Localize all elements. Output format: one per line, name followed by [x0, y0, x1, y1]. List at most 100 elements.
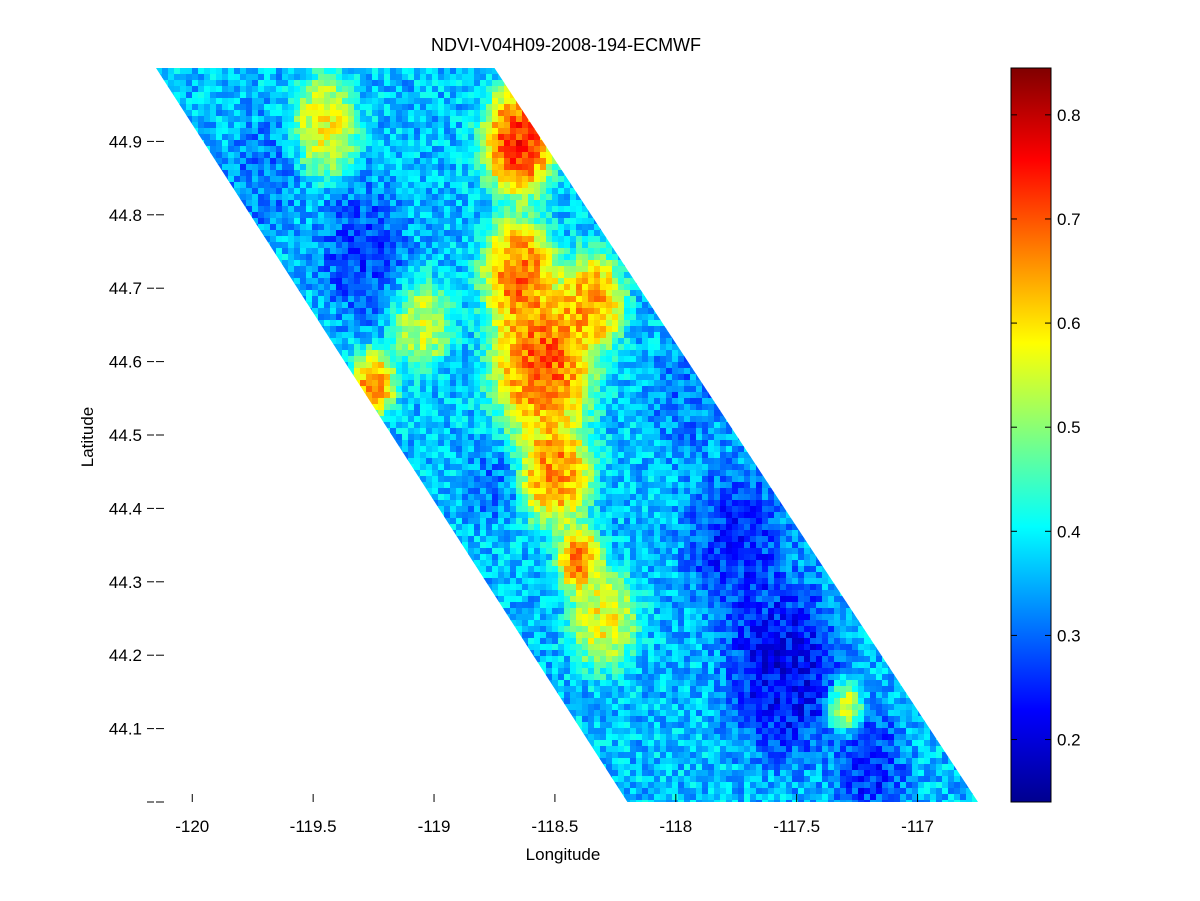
heatmap-cell: [240, 134, 247, 141]
heatmap-cell: [402, 206, 409, 213]
heatmap-cell: [498, 92, 505, 99]
heatmap-cell: [510, 188, 517, 195]
heatmap-cell: [360, 164, 367, 171]
heatmap-cell: [516, 236, 523, 243]
heatmap-cell: [432, 206, 439, 213]
heatmap-cell: [480, 206, 487, 213]
heatmap-cell: [564, 242, 571, 249]
heatmap-cell: [414, 146, 421, 153]
heatmap-cell: [354, 224, 361, 231]
heatmap-cell: [294, 248, 301, 255]
heatmap-cell: [528, 146, 535, 153]
heatmap-cell: [372, 248, 379, 255]
heatmap-cell: [540, 200, 547, 207]
heatmap-cell: [372, 98, 379, 105]
heatmap-cell: [558, 236, 565, 243]
heatmap-cell: [288, 206, 295, 213]
heatmap-cell: [522, 164, 529, 171]
heatmap-cell: [498, 224, 505, 231]
heatmap-cell: [456, 128, 463, 135]
heatmap-cell: [570, 260, 577, 267]
heatmap-cell: [558, 206, 565, 213]
heatmap-cell: [210, 122, 217, 129]
heatmap-cell: [192, 122, 199, 129]
heatmap-cell: [528, 176, 535, 183]
heatmap-cell: [420, 176, 427, 183]
heatmap-cell: [234, 128, 241, 135]
heatmap-cell: [348, 140, 355, 147]
heatmap-cell: [384, 260, 391, 267]
heatmap-cell: [204, 74, 211, 81]
heatmap-cell: [390, 206, 397, 213]
heatmap-cell: [462, 128, 469, 135]
heatmap-cell: [348, 110, 355, 117]
heatmap-cell: [258, 146, 265, 153]
heatmap-cell: [486, 248, 493, 255]
heatmap-cell: [414, 248, 421, 255]
heatmap-cell: [330, 194, 337, 201]
heatmap-cell: [408, 254, 415, 261]
heatmap-cell: [336, 128, 343, 135]
heatmap-cell: [456, 152, 463, 159]
heatmap-cell: [348, 224, 355, 231]
heatmap-cell: [228, 146, 235, 153]
heatmap-cell: [540, 236, 547, 243]
heatmap-cell: [348, 170, 355, 177]
heatmap-cell: [378, 206, 385, 213]
heatmap-cell: [552, 218, 559, 225]
heatmap-cell: [438, 128, 445, 135]
heatmap-cell: [318, 74, 325, 81]
heatmap-cell: [402, 212, 409, 219]
heatmap-cell: [486, 266, 493, 273]
heatmap-cell: [234, 170, 241, 177]
heatmap-cell: [264, 164, 271, 171]
heatmap-cell: [504, 236, 511, 243]
heatmap-cell: [396, 68, 403, 75]
heatmap-cell: [594, 236, 601, 243]
heatmap-cell: [408, 194, 415, 201]
heatmap-cell: [318, 134, 325, 141]
heatmap-cell: [516, 206, 523, 213]
heatmap-cell: [288, 266, 295, 273]
heatmap-cell: [474, 104, 481, 111]
heatmap-cell: [384, 158, 391, 165]
heatmap-cell: [300, 98, 307, 105]
heatmap-cell: [312, 224, 319, 231]
heatmap-cell: [534, 230, 541, 237]
heatmap-cell: [552, 254, 559, 261]
heatmap-cell: [252, 152, 259, 159]
heatmap-cell: [366, 86, 373, 93]
heatmap-cell: [450, 248, 457, 255]
heatmap-cell: [552, 194, 559, 201]
heatmap-cell: [282, 128, 289, 135]
heatmap-cell: [354, 110, 361, 117]
heatmap-cell: [348, 248, 355, 255]
heatmap-cell: [408, 128, 415, 135]
heatmap-cell: [588, 254, 595, 261]
heatmap-cell: [426, 146, 433, 153]
heatmap-cell: [516, 104, 523, 111]
heatmap-cell: [390, 122, 397, 129]
heatmap-cell: [252, 104, 259, 111]
heatmap-cell: [222, 152, 229, 159]
heatmap-cell: [498, 176, 505, 183]
heatmap-cell: [492, 212, 499, 219]
heatmap-cell: [180, 86, 187, 93]
heatmap-cell: [558, 260, 565, 267]
heatmap-cell: [216, 140, 223, 147]
heatmap-cell: [498, 158, 505, 165]
heatmap-cell: [336, 212, 343, 219]
heatmap-cell: [282, 122, 289, 129]
heatmap-cell: [360, 158, 367, 165]
heatmap-cell: [330, 212, 337, 219]
heatmap-cell: [258, 182, 265, 189]
heatmap-cell: [276, 116, 283, 123]
heatmap-cell: [528, 128, 535, 135]
heatmap-cell: [276, 80, 283, 87]
heatmap-cell: [492, 224, 499, 231]
heatmap-cell: [222, 80, 229, 87]
heatmap-cell: [486, 98, 493, 105]
heatmap-cell: [456, 224, 463, 231]
heatmap-cell: [336, 80, 343, 87]
heatmap-cell: [330, 134, 337, 141]
